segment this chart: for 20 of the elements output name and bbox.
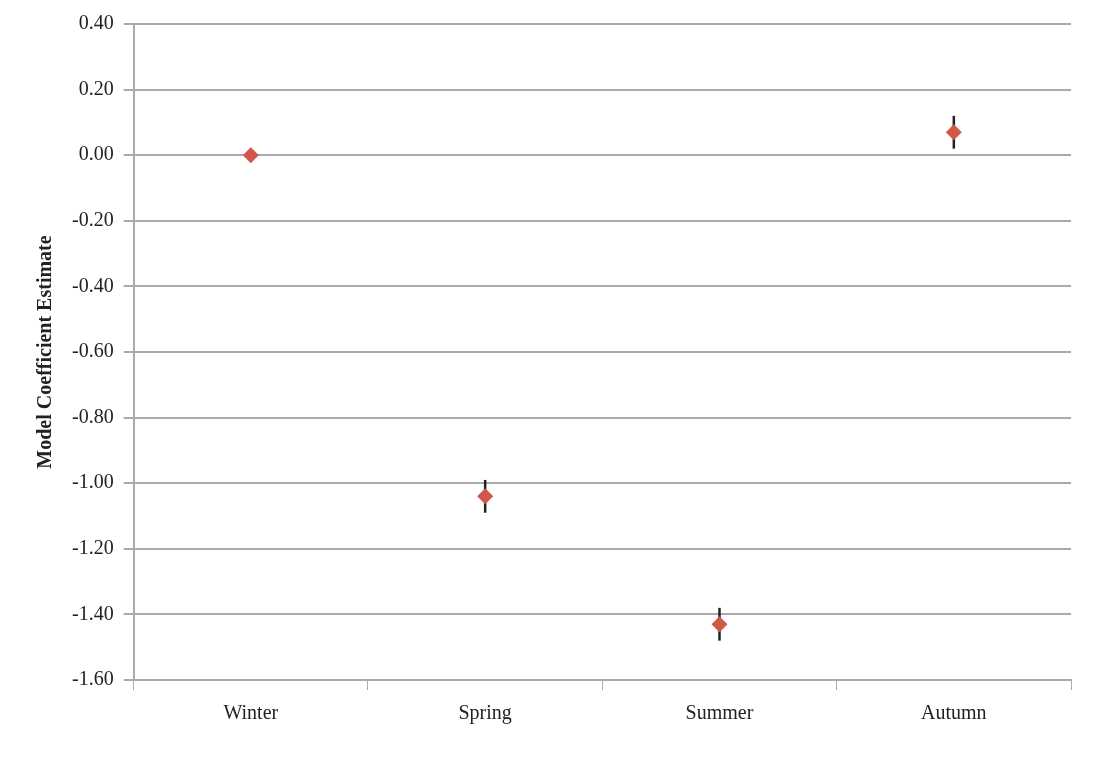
x-tick-label: Autumn [921, 701, 987, 724]
x-tick-label: Summer [685, 701, 754, 724]
x-tick-label: Winter [223, 701, 279, 724]
y-tick-label: 0.20 [78, 76, 114, 99]
y-tick-label: -1.60 [71, 667, 114, 690]
y-tick-label: 0.00 [78, 142, 114, 165]
y-tick-label: -0.40 [71, 273, 114, 296]
point [242, 147, 259, 164]
y-tick-label: -1.20 [71, 536, 114, 559]
y-tick-label: -0.20 [71, 208, 114, 231]
y-tick-label: -0.80 [71, 404, 114, 427]
point [945, 124, 962, 141]
y-tick-label: -1.40 [71, 601, 114, 624]
point [477, 488, 494, 505]
y-tick-label: 0.40 [78, 11, 114, 34]
y-tick-label: -1.00 [71, 470, 114, 493]
point [711, 616, 728, 633]
x-tick-label: Spring [458, 701, 512, 725]
y-axis-title: Model Coefficient Estimate [33, 235, 56, 469]
y-tick-label: -0.60 [71, 339, 114, 362]
